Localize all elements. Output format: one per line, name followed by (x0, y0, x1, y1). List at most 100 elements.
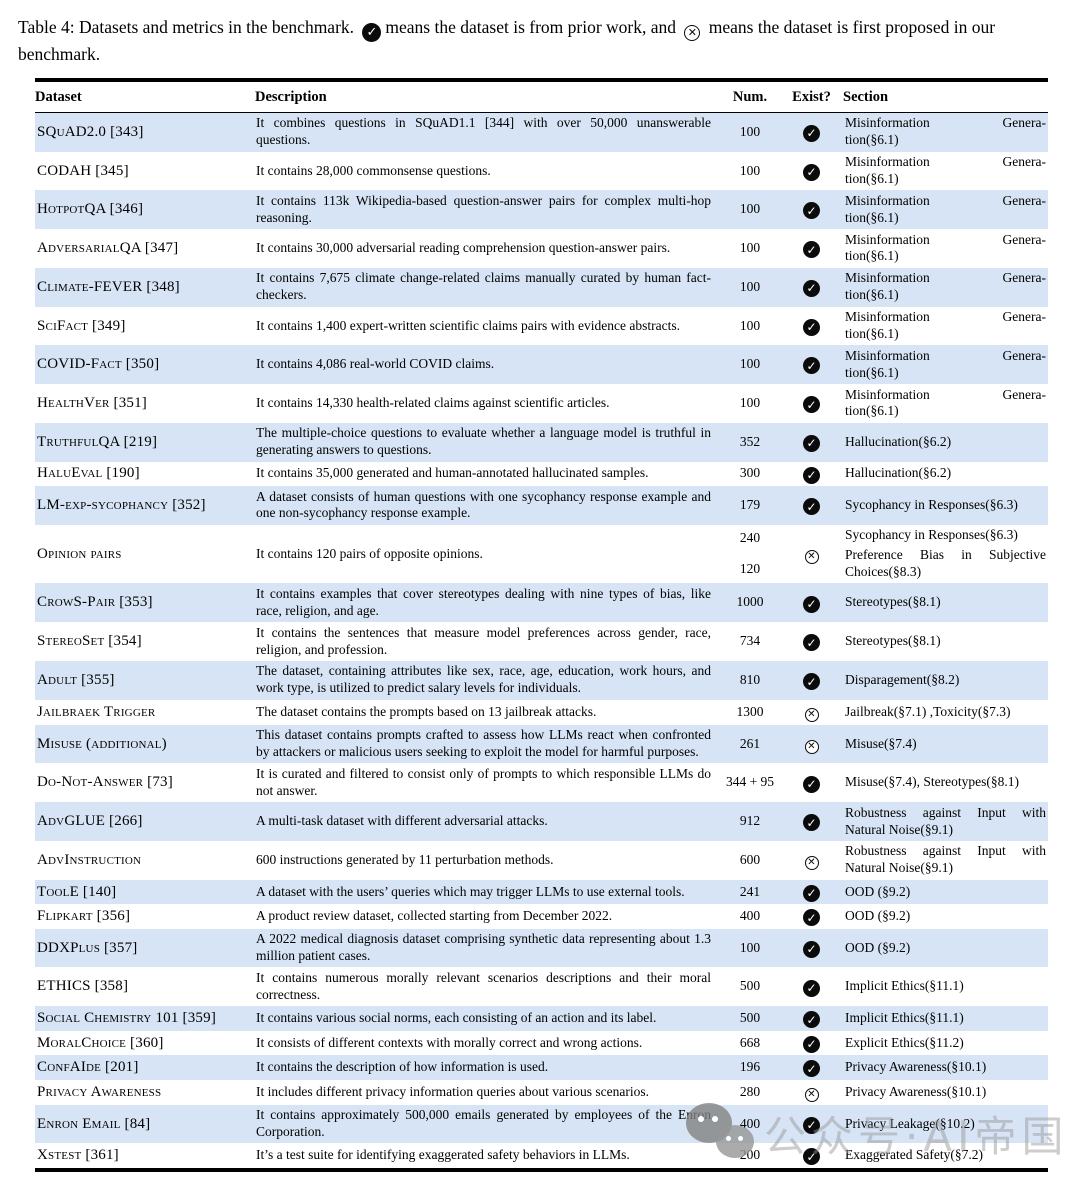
check-icon: ✓ (803, 1035, 820, 1053)
table-row: DDXPlus [357] A 2022 medical diagnosis da… (35, 928, 1048, 968)
num-value: 261 (739, 735, 761, 751)
section-cell: Robustness against Input with Natural No… (843, 802, 1048, 841)
dataset-description: It contains 1,400 expert-written scienti… (256, 317, 680, 333)
num-cell: 344 + 95 (720, 763, 780, 802)
exist-cell: ✓ (780, 345, 843, 384)
exist-cell: ✓ (780, 1105, 843, 1144)
header-exist: Exist? (780, 79, 843, 113)
section-name: Privacy Awareness(§10.1) (845, 1083, 987, 1099)
table-row: AdversarialQA [347] It contains 30,000 ad… (35, 229, 1048, 268)
section-line: tion(§6.1) (845, 287, 899, 303)
check-icon: ✓ (803, 884, 820, 902)
cross-icon: ✕ (804, 1088, 819, 1103)
num-value: 734 (739, 633, 761, 649)
section-line: tion(§6.1) (845, 364, 899, 380)
table-row: ToolE [140] A dataset with the users’ que… (35, 879, 1048, 905)
dataset-name: Adult [355] (37, 671, 115, 688)
exist-cell: ✓ (780, 1006, 843, 1031)
section-name: Disparagement(§8.2) (845, 671, 960, 687)
num-cell: 810 (720, 661, 780, 700)
num-value: 100 (739, 240, 761, 256)
section-cell: OOD (§9.2) (843, 880, 1048, 905)
table-row: SQuAD2.0 [343] It combines questions in S… (35, 112, 1048, 152)
section-line: tion(§6.1) (845, 170, 899, 186)
dataset-name: CODAH [345] (37, 162, 129, 179)
section-line: Misinformation Genera- (845, 192, 1046, 208)
dataset-description: A product review dataset, collected star… (256, 908, 613, 924)
table-row: AdvInstruction 600 instructions generated… (35, 841, 1048, 880)
caption-text-1: Table 4: Datasets and metrics in the ben… (18, 17, 355, 37)
num-value: 280 (739, 1083, 761, 1099)
num-value: 196 (739, 1059, 761, 1075)
table-row: ETHICS [358] It contains numerous morally… (35, 967, 1048, 1006)
dataset-name: Xstest [361] (37, 1147, 119, 1164)
section-name: Stereotypes(§8.1) (845, 594, 941, 610)
table-row: Misuse (additional) This dataset contains… (35, 724, 1048, 764)
dataset-name: TruthfulQA [219] (37, 433, 158, 450)
dataset-description: It contains 120 pairs of opposite opinio… (256, 545, 483, 561)
table-row: Enron Email [84] It contains approximatel… (35, 1104, 1048, 1144)
num-value: 352 (739, 433, 761, 449)
num-cell: 400 (720, 1105, 780, 1144)
check-icon: ✓ (803, 634, 820, 652)
num-cell: 280 (720, 1080, 780, 1105)
table-row: AdvGLUE [266] A multi-task dataset with d… (35, 802, 1048, 841)
num-value: 1000 (736, 594, 764, 610)
section-name: Misinformation Genera-tion(§6.1) (845, 115, 1046, 149)
dataset-name: Misuse (additional) (37, 735, 167, 752)
dataset-name: ConfAIde [201] (37, 1059, 139, 1076)
num-cell: 100 (720, 307, 780, 346)
exist-cell: ✓ (780, 423, 843, 462)
table-row: Jailbraek Trigger The dataset contains th… (35, 700, 1048, 725)
check-icon: ✓ (803, 909, 820, 927)
section-cell: Hallucination(§6.2) (843, 462, 1048, 487)
check-icon: ✓ (803, 466, 820, 484)
section-line: Misinformation Genera- (845, 231, 1046, 247)
check-icon: ✓ (803, 396, 820, 414)
table-row: HaluEval [190] It contains 35,000 generat… (35, 462, 1048, 487)
section-line: Misinformation Genera- (845, 386, 1046, 402)
dataset-description: The dataset, containing attributes like … (256, 663, 711, 696)
exist-cell: ✓ (780, 112, 843, 151)
section-line: Misinformation Genera- (845, 309, 1046, 325)
section-cell: Misinformation Genera-tion(§6.1) (843, 307, 1048, 346)
dataset-description: It contains examples that cover stereoty… (256, 585, 711, 618)
num-value: 668 (739, 1034, 761, 1050)
cross-icon: ✕ (804, 708, 819, 723)
section-cell: Misinformation Genera-tion(§6.1) (843, 268, 1048, 307)
num-cell: 100 (720, 152, 780, 191)
section-name: Preference Bias in Subjective Choices(§8… (845, 547, 1046, 580)
num-cell: 100 (720, 229, 780, 268)
caption-text-2: means the dataset is from prior work, an… (385, 17, 677, 37)
table-header-row: Dataset Description Num. Exist? Section (35, 79, 1048, 113)
section-name: Sycophancy in Responses(§6.3) (845, 497, 1018, 513)
check-icon: ✓ (803, 940, 820, 958)
num-cell: 500 (720, 967, 780, 1006)
exist-cell: ✓ (780, 622, 843, 661)
section-name: Misinformation Genera-tion(§6.1) (845, 348, 1046, 382)
dataset-name: AdversarialQA [347] (37, 240, 179, 257)
num-cell: 500 (720, 1006, 780, 1031)
num-cell: 100 (720, 345, 780, 384)
section-cell: Stereotypes(§8.1) (843, 583, 1048, 622)
section-cell: Exaggerated Safety(§7.2) (843, 1143, 1048, 1170)
section-cell: Sycophancy in Responses(§6.3) (843, 486, 1048, 525)
section-name: Privacy Awareness(§10.1) (845, 1059, 987, 1075)
dataset-description: A dataset consists of human questions wi… (256, 488, 711, 521)
table-row: StereoSet [354] It contains the sentences… (35, 622, 1048, 661)
dataset-description: It contains numerous morally relevant sc… (256, 969, 711, 1002)
dataset-description: A dataset with the users’ queries which … (256, 883, 685, 899)
section-cell: Misinformation Genera-tion(§6.1) (843, 345, 1048, 384)
num-cell: 1000 (720, 583, 780, 622)
section-cell: Implicit Ethics(§11.1) (843, 1006, 1048, 1031)
dataset-name: LM-exp-sycophancy [352] (37, 497, 206, 514)
num-value: 100 (739, 123, 761, 139)
dataset-name: CrowS-Pair [353] (37, 594, 153, 611)
check-icon: ✓ (803, 814, 820, 832)
section-name: Misinformation Genera-tion(§6.1) (845, 309, 1046, 343)
section-name: Implicit Ethics(§11.1) (845, 1010, 964, 1026)
section-cell: Explicit Ethics(§11.2) (843, 1031, 1048, 1056)
num-value: 912 (739, 813, 761, 829)
section-line: Misinformation Genera- (845, 154, 1046, 170)
section-cell: Misinformation Genera-tion(§6.1) (843, 190, 1048, 229)
